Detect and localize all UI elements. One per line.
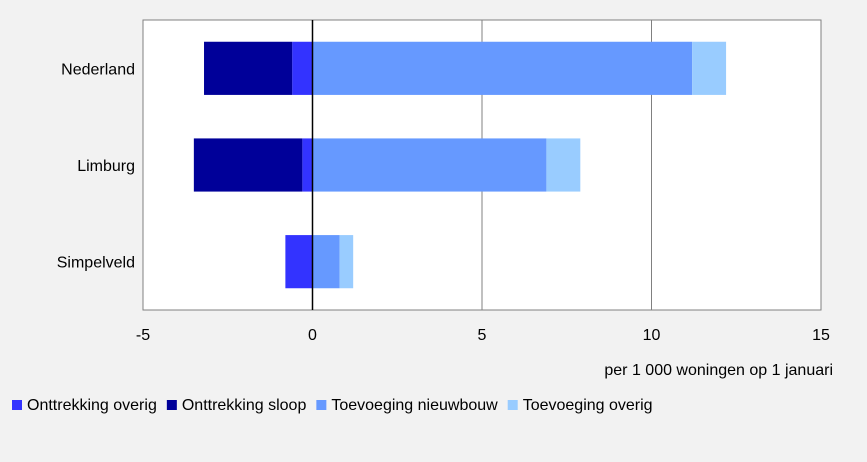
- category-label-limburg: Limburg: [77, 158, 135, 175]
- x-axis-label: per 1 000 woningen op 1 januari: [604, 362, 833, 379]
- legend-label-2: Toevoeging nieuwbouw: [331, 397, 498, 414]
- x-tick-label-4: 15: [812, 327, 830, 344]
- bar-limburg-series-3: [546, 138, 581, 192]
- bar-nederland-series-3: [692, 41, 727, 95]
- bar-limburg-series-2: [312, 138, 547, 192]
- bar-limburg-series-1: [193, 138, 303, 192]
- legend-swatch-0: [12, 400, 22, 410]
- bars: [193, 41, 727, 289]
- bar-nederland-series-1: [204, 41, 293, 95]
- category-label-simpelveld: Simpelveld: [57, 255, 135, 272]
- category-label-nederland: Nederland: [61, 61, 135, 78]
- bar-simpelveld-series-3: [339, 235, 354, 289]
- category-labels: Nederland Limburg Simpelveld: [57, 61, 135, 271]
- legend-label-1: Onttrekking sloop: [182, 397, 307, 414]
- legend-label-0: Onttrekking overig: [27, 397, 157, 414]
- bar-limburg-series-0: [302, 138, 313, 192]
- legend-swatch-1: [166, 400, 177, 410]
- legend-swatch-2: [316, 400, 327, 410]
- legend-swatch-3: [507, 400, 518, 410]
- x-tick-label-2: 5: [478, 327, 487, 344]
- bar-simpelveld-series-0: [285, 235, 313, 289]
- legend-label-3: Toevoeging overig: [523, 397, 653, 414]
- x-tick-label-1: 0: [308, 327, 317, 344]
- x-tick-label-0: -5: [136, 327, 150, 344]
- x-tick-labels: -5 0 5 10 15: [136, 327, 830, 344]
- bar-simpelveld-series-2: [312, 235, 340, 289]
- x-tick-label-3: 10: [643, 327, 661, 344]
- bar-nederland-series-0: [292, 41, 313, 95]
- legend: Onttrekking overig Onttrekking sloop Toevo…: [12, 397, 653, 414]
- bar-nederland-series-2: [312, 41, 693, 95]
